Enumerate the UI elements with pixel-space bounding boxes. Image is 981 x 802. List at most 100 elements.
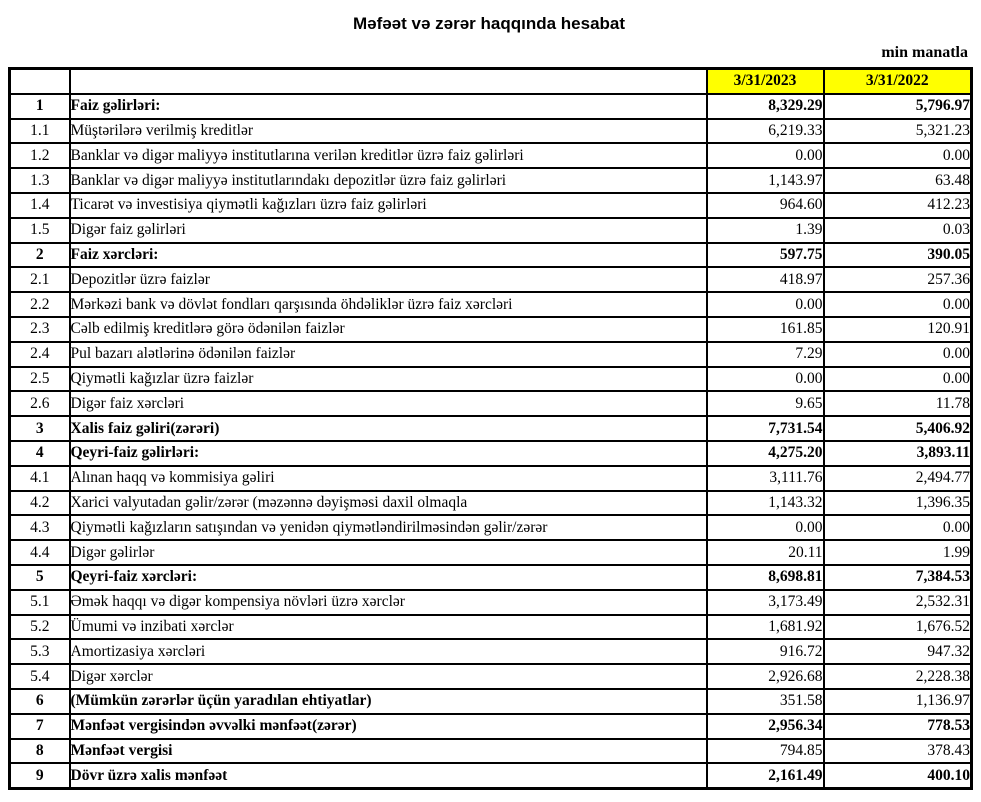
table-body: 1 Faiz gəlirləri: 8,329.29 5,796.97 1.1 … — [8, 92, 973, 790]
row-label: Depozitlər üzrə faizlər — [68, 266, 708, 294]
row-label: Banklar və digər maliyyə institutlarına … — [68, 142, 708, 170]
income-statement-table: 3/31/2023 3/31/2022 1 Faiz gəlirləri: 8,… — [8, 67, 973, 791]
row-number: 2.5 — [8, 365, 71, 393]
header-empty-number-cell — [8, 67, 71, 95]
row-value-2022: 2,532.31 — [822, 588, 973, 616]
row-number: 2 — [8, 241, 71, 269]
table-row: 5.3 Amortizasiya xərcləri 916.72 947.32 — [8, 638, 973, 666]
row-value-2022: 11.78 — [822, 390, 973, 418]
table-row: 2.2 Mərkəzi bank və dövlət fondları qarş… — [8, 291, 973, 318]
row-value-2023: 1,681.92 — [705, 613, 825, 641]
row-value-2023: 0.00 — [705, 291, 825, 318]
row-value-2023: 7,731.54 — [705, 415, 825, 442]
row-value-2023: 794.85 — [705, 737, 825, 765]
row-value-2023: 2,161.49 — [705, 762, 825, 790]
row-number: 1.5 — [8, 216, 71, 244]
row-value-2022: 0.00 — [822, 365, 973, 393]
row-value-2023: 3,173.49 — [705, 588, 825, 616]
row-value-2023: 2,956.34 — [705, 712, 825, 740]
table-row: 7 Mənfəət vergisindən əvvəlki mənfəət(zə… — [8, 712, 973, 740]
row-label: Digər faiz xərcləri — [68, 390, 708, 418]
table-row: 9 Dövr üzrə xalis mənfəət 2,161.49 400.1… — [8, 762, 973, 790]
row-value-2022: 5,796.97 — [822, 92, 973, 120]
row-value-2022: 0.00 — [822, 340, 973, 368]
table-row: 1.1 Müştərilərə verilmiş kreditlər 6,219… — [8, 117, 973, 145]
row-number: 2.3 — [8, 315, 71, 343]
row-value-2023: 7.29 — [705, 340, 825, 368]
table-row: 4 Qeyri-faiz gəlirləri: 4,275.20 3,893.1… — [8, 439, 973, 467]
row-value-2022: 0.03 — [822, 216, 973, 244]
row-label: Faiz gəlirləri: — [68, 92, 708, 120]
row-value-2022: 5,406.92 — [822, 415, 973, 442]
row-value-2023: 1,143.32 — [705, 489, 825, 517]
row-label: Mərkəzi bank və dövlət fondları qarşısın… — [68, 291, 708, 318]
row-value-2022: 0.00 — [822, 514, 973, 542]
row-value-2023: 8,698.81 — [705, 563, 825, 591]
row-label: Alınan haqq və kommisiya gəliri — [68, 464, 708, 492]
row-label: Dövr üzrə xalis mənfəət — [68, 762, 708, 790]
unit-note: min manatla — [881, 44, 968, 61]
row-label: Əmək haqqı və digər kompensiya növləri ü… — [68, 588, 708, 616]
row-value-2023: 916.72 — [705, 638, 825, 666]
row-value-2022: 0.00 — [822, 291, 973, 318]
row-number: 5.2 — [8, 613, 71, 641]
row-value-2022: 120.91 — [822, 315, 973, 343]
row-label: Mənfəət vergisi — [68, 737, 708, 765]
header-col-2023: 3/31/2023 — [705, 67, 825, 95]
row-number: 5.3 — [8, 638, 71, 666]
row-value-2023: 964.60 — [705, 191, 825, 219]
row-label: Qiymətli kağızlar üzrə faizlər — [68, 365, 708, 393]
row-value-2023: 9.65 — [705, 390, 825, 418]
row-number: 1.1 — [8, 117, 71, 145]
row-label: Ticarət və investisiya qiymətli kağızlar… — [68, 191, 708, 219]
row-value-2023: 0.00 — [705, 514, 825, 542]
table-row: 5.2 Ümumi və inzibati xərclər 1,681.92 1… — [8, 613, 973, 641]
row-label: Qeyri-faiz xərcləri: — [68, 563, 708, 591]
row-value-2023: 597.75 — [705, 241, 825, 269]
table-row: 1 Faiz gəlirləri: 8,329.29 5,796.97 — [8, 92, 973, 120]
table-header-row: 3/31/2023 3/31/2022 — [8, 67, 973, 95]
row-label: (Mümkün zərərlər üçün yaradılan ehtiyatl… — [68, 687, 708, 715]
row-label: Qeyri-faiz gəlirləri: — [68, 439, 708, 467]
row-number: 2.6 — [8, 390, 71, 418]
row-label: Pul bazarı alətlərinə ödənilən faizlər — [68, 340, 708, 368]
row-label: Ümumi və inzibati xərclər — [68, 613, 708, 641]
report-title: Məfəət və zərər haqqında hesabat — [352, 14, 626, 33]
row-number: 5.4 — [8, 663, 71, 690]
row-value-2023: 161.85 — [705, 315, 825, 343]
row-number: 4.4 — [8, 539, 71, 566]
row-value-2023: 3,111.76 — [705, 464, 825, 492]
table-row: 6 (Mümkün zərərlər üçün yaradılan ehtiya… — [8, 687, 973, 715]
row-value-2022: 5,321.23 — [822, 117, 973, 145]
row-label: Cəlb edilmiş kreditlərə görə ödənilən fa… — [68, 315, 708, 343]
table-row: 3 Xalis faiz gəliri(zərəri) 7,731.54 5,4… — [8, 415, 973, 442]
table-row: 2 Faiz xərcləri: 597.75 390.05 — [8, 241, 973, 269]
table-row: 4.3 Qiymətli kağızların satışından və ye… — [8, 514, 973, 542]
row-label: Qiymətli kağızların satışından və yenidə… — [68, 514, 708, 542]
row-value-2022: 1,396.35 — [822, 489, 973, 517]
row-value-2022: 378.43 — [822, 737, 973, 765]
table-row: 1.5 Digər faiz gəlirləri 1.39 0.03 — [8, 216, 973, 244]
row-number: 4 — [8, 439, 71, 467]
row-value-2022: 947.32 — [822, 638, 973, 666]
row-value-2023: 20.11 — [705, 539, 825, 566]
row-value-2023: 0.00 — [705, 365, 825, 393]
header-col-2022: 3/31/2022 — [822, 67, 973, 95]
row-value-2023: 0.00 — [705, 142, 825, 170]
row-value-2022: 3,893.11 — [822, 439, 973, 467]
table-row: 5 Qeyri-faiz xərcləri: 8,698.81 7,384.53 — [8, 563, 973, 591]
row-value-2023: 8,329.29 — [705, 92, 825, 120]
row-value-2022: 2,494.77 — [822, 464, 973, 492]
row-number: 6 — [8, 687, 71, 715]
row-value-2023: 6,219.33 — [705, 117, 825, 145]
row-number: 2.4 — [8, 340, 71, 368]
row-number: 8 — [8, 737, 71, 765]
row-label: Digər gəlirlər — [68, 539, 708, 566]
row-value-2023: 1.39 — [705, 216, 825, 244]
row-value-2023: 4,275.20 — [705, 439, 825, 467]
row-label: Müştərilərə verilmiş kreditlər — [68, 117, 708, 145]
row-value-2023: 418.97 — [705, 266, 825, 294]
table-row: 2.4 Pul bazarı alətlərinə ödənilən faizl… — [8, 340, 973, 368]
row-number: 1.2 — [8, 142, 71, 170]
row-number: 1.4 — [8, 191, 71, 219]
